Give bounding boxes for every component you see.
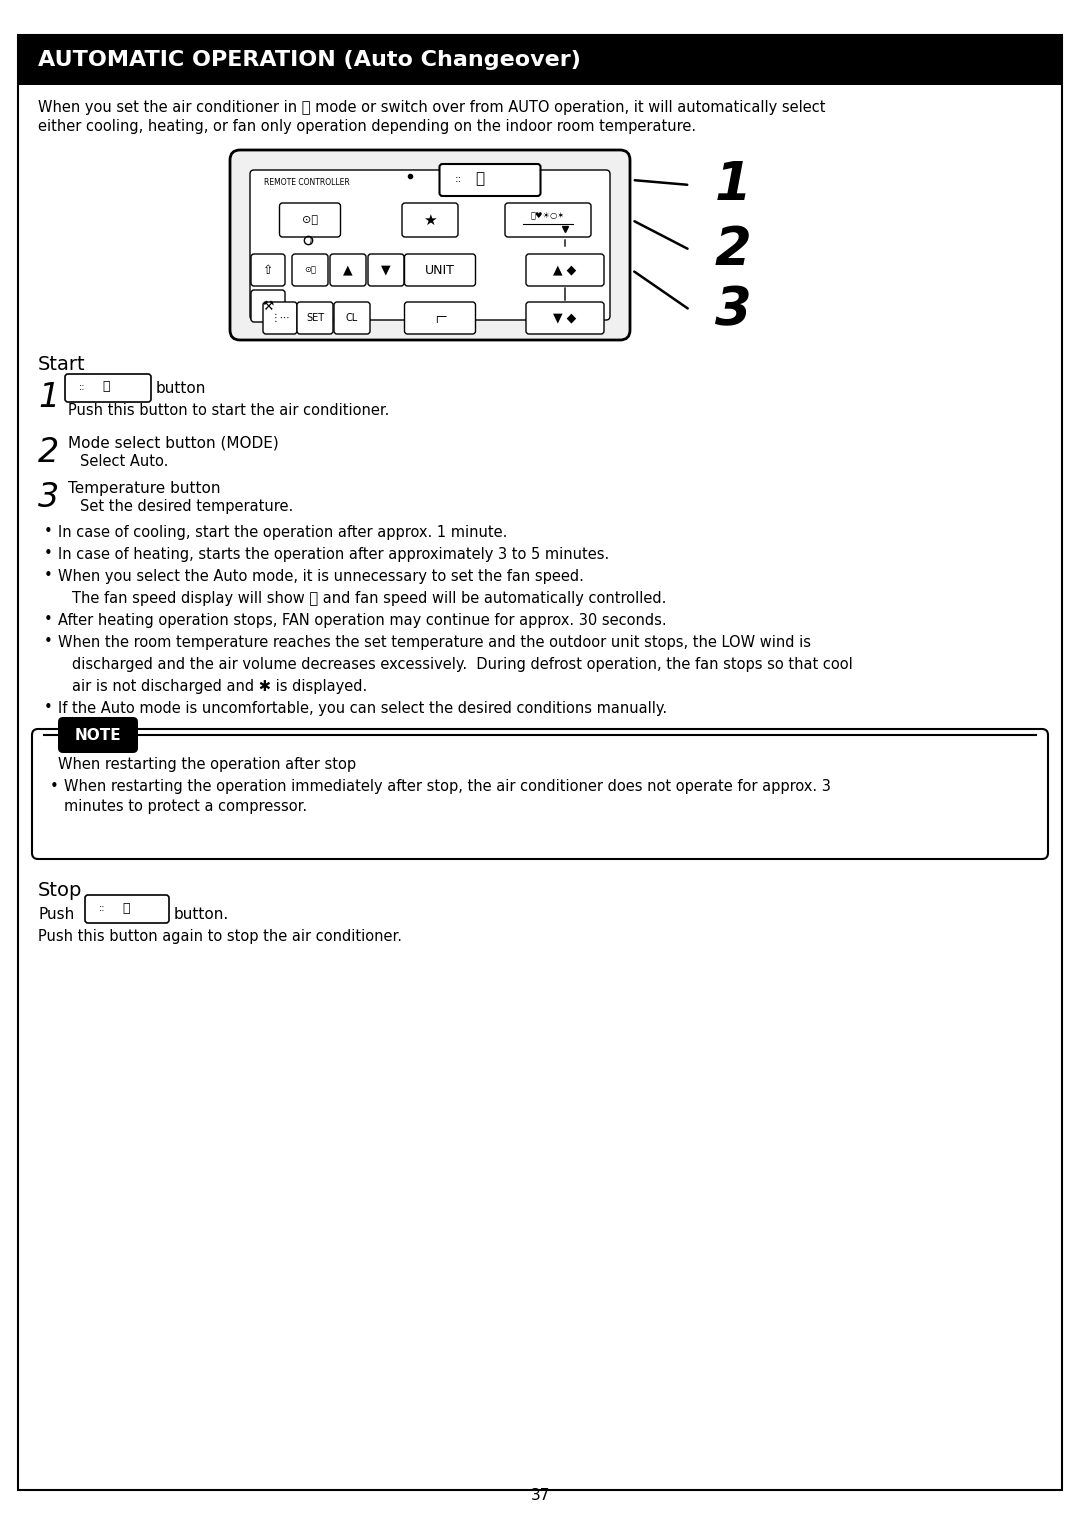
Text: ⏻: ⏻ <box>122 901 130 915</box>
FancyBboxPatch shape <box>368 255 404 287</box>
Text: •: • <box>44 546 53 561</box>
Text: When the room temperature reaches the set temperature and the outdoor unit stops: When the room temperature reaches the se… <box>58 634 811 650</box>
Text: ┌─: ┌─ <box>433 313 447 323</box>
Text: •: • <box>44 634 53 650</box>
Text: UNIT: UNIT <box>426 264 455 276</box>
Text: 37: 37 <box>530 1488 550 1504</box>
FancyBboxPatch shape <box>85 895 168 923</box>
Text: discharged and the air volume decreases excessively.  During defrost operation, : discharged and the air volume decreases … <box>72 657 853 673</box>
Text: ▼ ◆: ▼ ◆ <box>553 311 577 325</box>
Text: ⊙⏻: ⊙⏻ <box>302 215 318 226</box>
Text: either cooling, heating, or fan only operation depending on the indoor room temp: either cooling, heating, or fan only ope… <box>38 119 697 134</box>
FancyBboxPatch shape <box>230 149 630 340</box>
Text: ▲ ◆: ▲ ◆ <box>553 264 577 276</box>
FancyBboxPatch shape <box>440 165 540 197</box>
Text: Ⓐ♥☀○✶: Ⓐ♥☀○✶ <box>531 212 565 221</box>
Text: •: • <box>44 700 53 715</box>
FancyBboxPatch shape <box>264 302 297 334</box>
Text: 3: 3 <box>715 284 752 336</box>
Text: CL: CL <box>346 313 359 323</box>
FancyBboxPatch shape <box>18 35 1062 85</box>
FancyBboxPatch shape <box>330 255 366 287</box>
FancyBboxPatch shape <box>405 302 475 334</box>
Text: 2: 2 <box>38 436 59 470</box>
Text: Mode select button (MODE): Mode select button (MODE) <box>68 436 279 451</box>
Text: •: • <box>44 525 53 538</box>
Text: After heating operation stops, FAN operation may continue for approx. 30 seconds: After heating operation stops, FAN opera… <box>58 613 666 628</box>
Text: button.: button. <box>174 907 229 923</box>
Text: ::: :: <box>455 174 461 185</box>
FancyBboxPatch shape <box>334 302 370 334</box>
Text: 3: 3 <box>38 480 59 514</box>
FancyBboxPatch shape <box>402 203 458 236</box>
Text: Start: Start <box>38 355 85 374</box>
Text: Stop: Stop <box>38 881 82 900</box>
FancyBboxPatch shape <box>58 717 138 753</box>
Text: ::: :: <box>79 381 85 392</box>
Text: When you set the air conditioner in Ⓐ mode or switch over from AUTO operation, i: When you set the air conditioner in Ⓐ mo… <box>38 101 825 114</box>
Text: •: • <box>44 612 53 627</box>
FancyBboxPatch shape <box>18 35 1062 1490</box>
Text: ▼: ▼ <box>381 264 391 276</box>
Text: air is not discharged and ✱ is displayed.: air is not discharged and ✱ is displayed… <box>72 679 367 694</box>
FancyBboxPatch shape <box>292 255 328 287</box>
Text: Temperature button: Temperature button <box>68 480 220 496</box>
FancyBboxPatch shape <box>32 729 1048 859</box>
FancyBboxPatch shape <box>297 302 333 334</box>
Text: When restarting the operation after stop: When restarting the operation after stop <box>58 756 356 772</box>
Text: Select Auto.: Select Auto. <box>80 454 168 470</box>
FancyBboxPatch shape <box>526 302 604 334</box>
Text: NOTE: NOTE <box>75 727 121 743</box>
Text: Set the desired temperature.: Set the desired temperature. <box>80 499 294 514</box>
Text: ⊙⏻: ⊙⏻ <box>303 265 316 274</box>
FancyBboxPatch shape <box>251 255 285 287</box>
FancyBboxPatch shape <box>505 203 591 236</box>
Text: ⋮⋯: ⋮⋯ <box>270 313 289 323</box>
Text: 1: 1 <box>38 381 59 413</box>
Text: ▲: ▲ <box>343 264 353 276</box>
Text: In case of heating, starts the operation after approximately 3 to 5 minutes.: In case of heating, starts the operation… <box>58 547 609 563</box>
Text: •: • <box>44 567 53 583</box>
Text: 2: 2 <box>715 224 752 276</box>
Text: AUTOMATIC OPERATION (Auto Changeover): AUTOMATIC OPERATION (Auto Changeover) <box>38 50 581 70</box>
Text: minutes to protect a compressor.: minutes to protect a compressor. <box>64 799 307 814</box>
Text: When you select the Auto mode, it is unnecessary to set the fan speed.: When you select the Auto mode, it is unn… <box>58 569 584 584</box>
FancyBboxPatch shape <box>526 255 604 287</box>
Text: ): ) <box>308 235 311 244</box>
Text: ::: :: <box>98 903 105 913</box>
FancyBboxPatch shape <box>280 203 340 236</box>
FancyBboxPatch shape <box>65 374 151 403</box>
Text: •: • <box>50 779 58 795</box>
Text: Push this button again to stop the air conditioner.: Push this button again to stop the air c… <box>38 929 402 944</box>
FancyBboxPatch shape <box>249 169 610 320</box>
Text: The fan speed display will show Ⓐ and fan speed will be automatically controlled: The fan speed display will show Ⓐ and fa… <box>72 592 666 605</box>
Text: ★: ★ <box>423 212 436 227</box>
Text: When restarting the operation immediately after stop, the air conditioner does n: When restarting the operation immediatel… <box>64 779 831 795</box>
Text: ⚒: ⚒ <box>262 299 273 313</box>
Text: Push this button to start the air conditioner.: Push this button to start the air condit… <box>68 403 390 418</box>
Text: 1: 1 <box>715 159 752 210</box>
Text: ⏻: ⏻ <box>475 171 485 186</box>
Text: ⏻: ⏻ <box>103 381 110 393</box>
Text: SET: SET <box>306 313 324 323</box>
Text: button: button <box>156 381 206 396</box>
FancyBboxPatch shape <box>251 290 285 322</box>
Text: Push: Push <box>38 907 75 923</box>
Text: In case of cooling, start the operation after approx. 1 minute.: In case of cooling, start the operation … <box>58 525 508 540</box>
Text: REMOTE CONTROLLER: REMOTE CONTROLLER <box>264 178 350 188</box>
Text: If the Auto mode is uncomfortable, you can select the desired conditions manuall: If the Auto mode is uncomfortable, you c… <box>58 702 667 717</box>
Text: ⇧: ⇧ <box>262 264 273 276</box>
FancyBboxPatch shape <box>405 255 475 287</box>
